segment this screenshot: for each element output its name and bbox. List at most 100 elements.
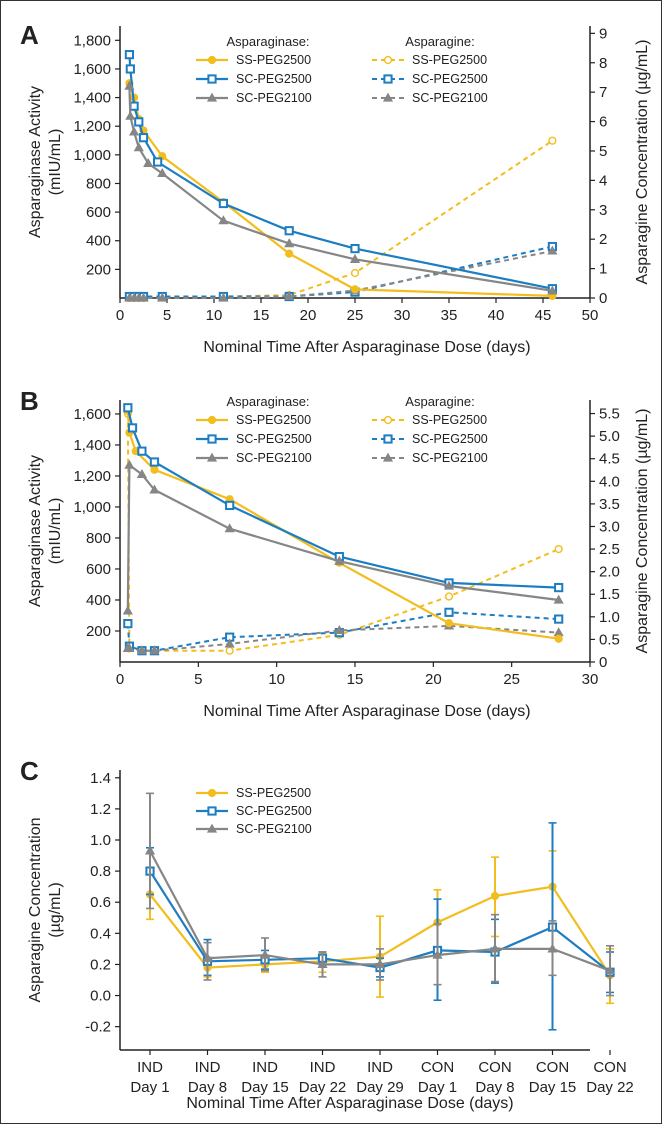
activity-point (124, 50, 135, 60)
x-tick-label-phase: IND (252, 1059, 278, 1076)
left-y-tick-label: 200 (86, 623, 111, 640)
activity-point (137, 446, 147, 456)
legend-label: SC-PEG2500 (236, 432, 312, 446)
data-point (144, 845, 156, 855)
x-tick-label: 30 (394, 307, 411, 324)
legend-label: SS-PEG2500 (412, 413, 487, 427)
data-point (317, 959, 328, 969)
activity-point (136, 469, 148, 479)
x-axis-title: Nominal Time After Asparaginase Dose (da… (203, 339, 530, 356)
activity-point (125, 110, 136, 120)
series-sc-peg2100 (144, 792, 616, 997)
legend: Asparaginase: Asparagine: SS-PEG2500 SC-PEG… (196, 34, 488, 105)
asparagine-point (350, 268, 360, 278)
x-tick-label-phase: IND (310, 1059, 336, 1076)
legend-marker (383, 434, 393, 444)
x-tick-label: 0 (116, 307, 124, 324)
legend-label: SC-PEG2100 (236, 91, 312, 105)
activity-point (150, 465, 159, 474)
activity-line (128, 54, 553, 290)
panel-a: A0 5 10 15 20 25 30 35 40 45 502004006008001,0001,… (20, 20, 651, 356)
activity-series-ss-peg2500 (123, 406, 563, 643)
activity-point (143, 158, 154, 168)
activity-point (124, 459, 135, 469)
right-y-tick-label: 0 (599, 290, 607, 307)
right-y-tick-label: 5.0 (599, 428, 620, 445)
asparagine-series-ss-peg2500 (123, 409, 563, 655)
panel-letter: B (20, 386, 39, 416)
x-tick-label-day: Day 22 (299, 1079, 347, 1096)
activity-point (149, 457, 160, 467)
legend-label: SC-PEG2500 (412, 432, 488, 446)
asparagine-point (554, 544, 563, 554)
right-y-tick-label: 6 (599, 114, 607, 131)
x-tick-label-day: Day 15 (529, 1079, 577, 1096)
legend: SS-PEG2500 SC-PEG2500 SC-PEG2100 (196, 786, 312, 836)
legend-marker (207, 788, 217, 798)
activity-point (553, 594, 564, 604)
right-y-tick-label: 3.5 (599, 496, 620, 513)
x-tick-label-phase: CON (421, 1059, 454, 1076)
right-y-axis-title: Asparagine Concentration (µg/mL) (634, 409, 651, 654)
right-y-tick-label: 1 (599, 261, 607, 278)
y-tick-label: -0.2 (85, 1019, 111, 1036)
x-tick-label: 20 (300, 307, 317, 324)
left-y-tick-label: 1,000 (73, 147, 111, 164)
activity-point (138, 133, 149, 143)
asparagine-point (548, 136, 557, 145)
activity-line (126, 462, 559, 611)
activity-series-sc-peg2100 (124, 80, 558, 295)
left-y-tick-label: 1,800 (73, 32, 111, 49)
y-tick-label: 0.0 (90, 988, 111, 1005)
y-tick-label: 0.8 (90, 863, 111, 880)
right-y-tick-label: 4 (599, 172, 607, 189)
left-y-axis-title: Asparaginase Activity (27, 86, 44, 238)
activity-point (122, 605, 133, 615)
right-y-tick-label: 1.5 (599, 586, 620, 603)
activity-point (127, 423, 138, 433)
activity-point (547, 285, 558, 295)
legend-marker (207, 55, 217, 65)
panel-b: B 0 5 10 15 20 25 30 200 400 600 800 1,000 1,200 1,400… (20, 386, 651, 720)
legend-label: SC-PEG2500 (412, 72, 488, 86)
panel-letter: C (20, 756, 39, 786)
y-tick-label: 0.2 (90, 956, 111, 973)
asparagine-series-sc-peg2100 (122, 620, 564, 655)
left-y-axis-unit: (mIU/mL) (47, 498, 64, 565)
x-tick-label-phase: CON (478, 1059, 511, 1076)
left-y-tick-label: 200 (86, 261, 111, 278)
legend-label: SS-PEG2500 (236, 786, 311, 800)
legend-marker (206, 452, 218, 462)
x-tick-label-phase: IND (195, 1059, 221, 1076)
x-tick-label-day: Day 1 (130, 1079, 169, 1096)
legend: Asparaginase: Asparagine: SS-PEG2500 SC-PEG… (196, 394, 488, 465)
right-y-axis-title: Asparagine Concentration (µg/mL) (634, 40, 651, 285)
data-point (432, 949, 443, 959)
y-tick-label: 1.2 (90, 801, 111, 818)
activity-point (218, 198, 229, 209)
x-tick-label: 15 (347, 671, 364, 688)
right-y-tick-label: 2 (599, 231, 607, 248)
activity-point (554, 582, 564, 593)
activity-point (350, 244, 360, 254)
asparagine-point (123, 619, 133, 629)
legend-label: SS-PEG2500 (236, 413, 311, 427)
activity-series-sc-peg2100 (122, 459, 564, 615)
left-y-tick-label: 1,600 (73, 61, 111, 78)
x-tick-label-phase: CON (593, 1059, 626, 1076)
activity-point (284, 238, 295, 248)
activity-point (284, 226, 294, 236)
legend-marker (207, 415, 217, 425)
left-y-tick-label: 1,000 (73, 499, 111, 516)
legend-label: SC-PEG2100 (412, 91, 488, 105)
asparagine-line (129, 139, 553, 299)
y-tick-label: 1.0 (90, 832, 111, 849)
activity-point (225, 500, 235, 511)
x-tick-label-day: Day 1 (418, 1079, 457, 1096)
y-tick-label: 0.6 (90, 894, 111, 911)
legend-marker (382, 452, 394, 462)
left-y-tick-label: 600 (86, 204, 111, 221)
right-y-tick-label: 0.5 (599, 631, 620, 648)
right-y-tick-label: 4.0 (599, 473, 620, 490)
legend-marker (206, 92, 218, 102)
